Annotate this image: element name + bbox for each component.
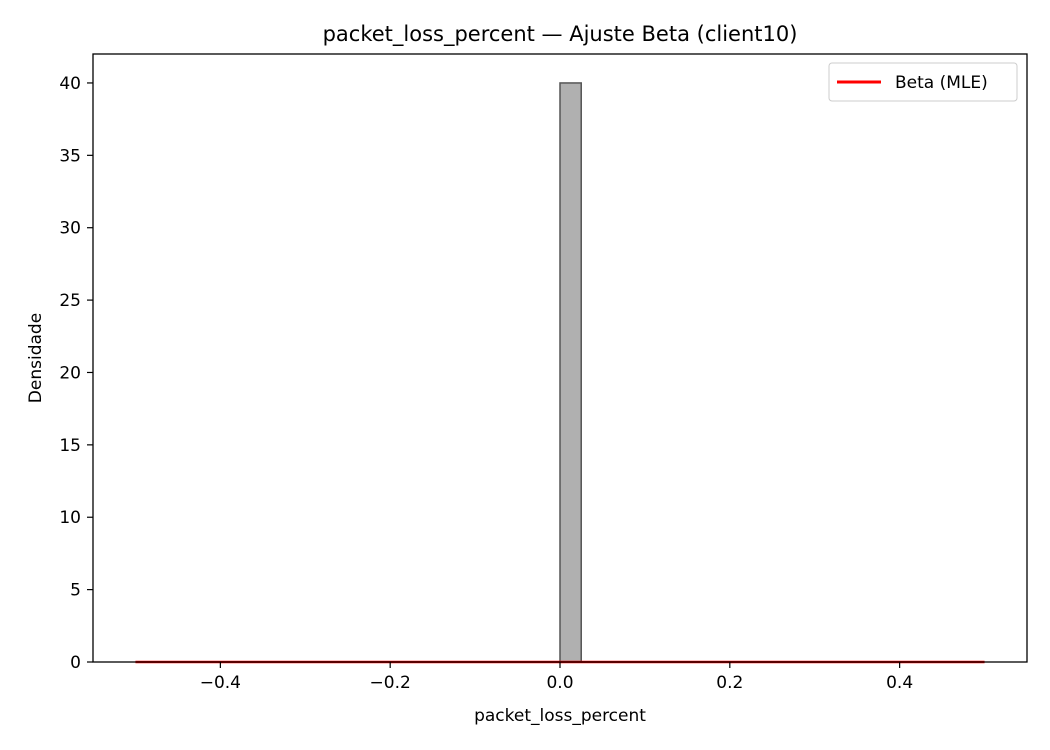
legend-box [828, 62, 1018, 102]
y-tick-label: 35 [59, 146, 81, 166]
y-tick-label: 10 [59, 508, 81, 528]
y-tick-label: 25 [59, 291, 81, 311]
y-tick-label: 15 [59, 436, 81, 456]
histogram-bar [559, 82, 582, 663]
x-tick-label: 0.4 [886, 673, 913, 693]
x-tick-label: −0.2 [370, 673, 411, 693]
y-axis-label: Densidade [26, 313, 46, 403]
chart-title: packet_loss_percent — Ajuste Beta (clien… [323, 22, 798, 47]
x-tick-label: 0.0 [546, 673, 573, 693]
y-tick-label: 5 [70, 581, 81, 601]
x-axis-label: packet_loss_percent [474, 706, 646, 726]
y-tick-label: 0 [70, 653, 81, 673]
y-tick-label: 30 [59, 219, 81, 239]
y-tick-label: 40 [59, 74, 81, 94]
y-tick-label: 20 [59, 363, 81, 383]
legend: Beta (MLE) [828, 62, 1018, 102]
plot-frame [92, 53, 1028, 663]
x-tick-label: −0.4 [200, 673, 241, 693]
x-tick-label: 0.2 [716, 673, 743, 693]
legend-label: Beta (MLE) [895, 73, 988, 93]
